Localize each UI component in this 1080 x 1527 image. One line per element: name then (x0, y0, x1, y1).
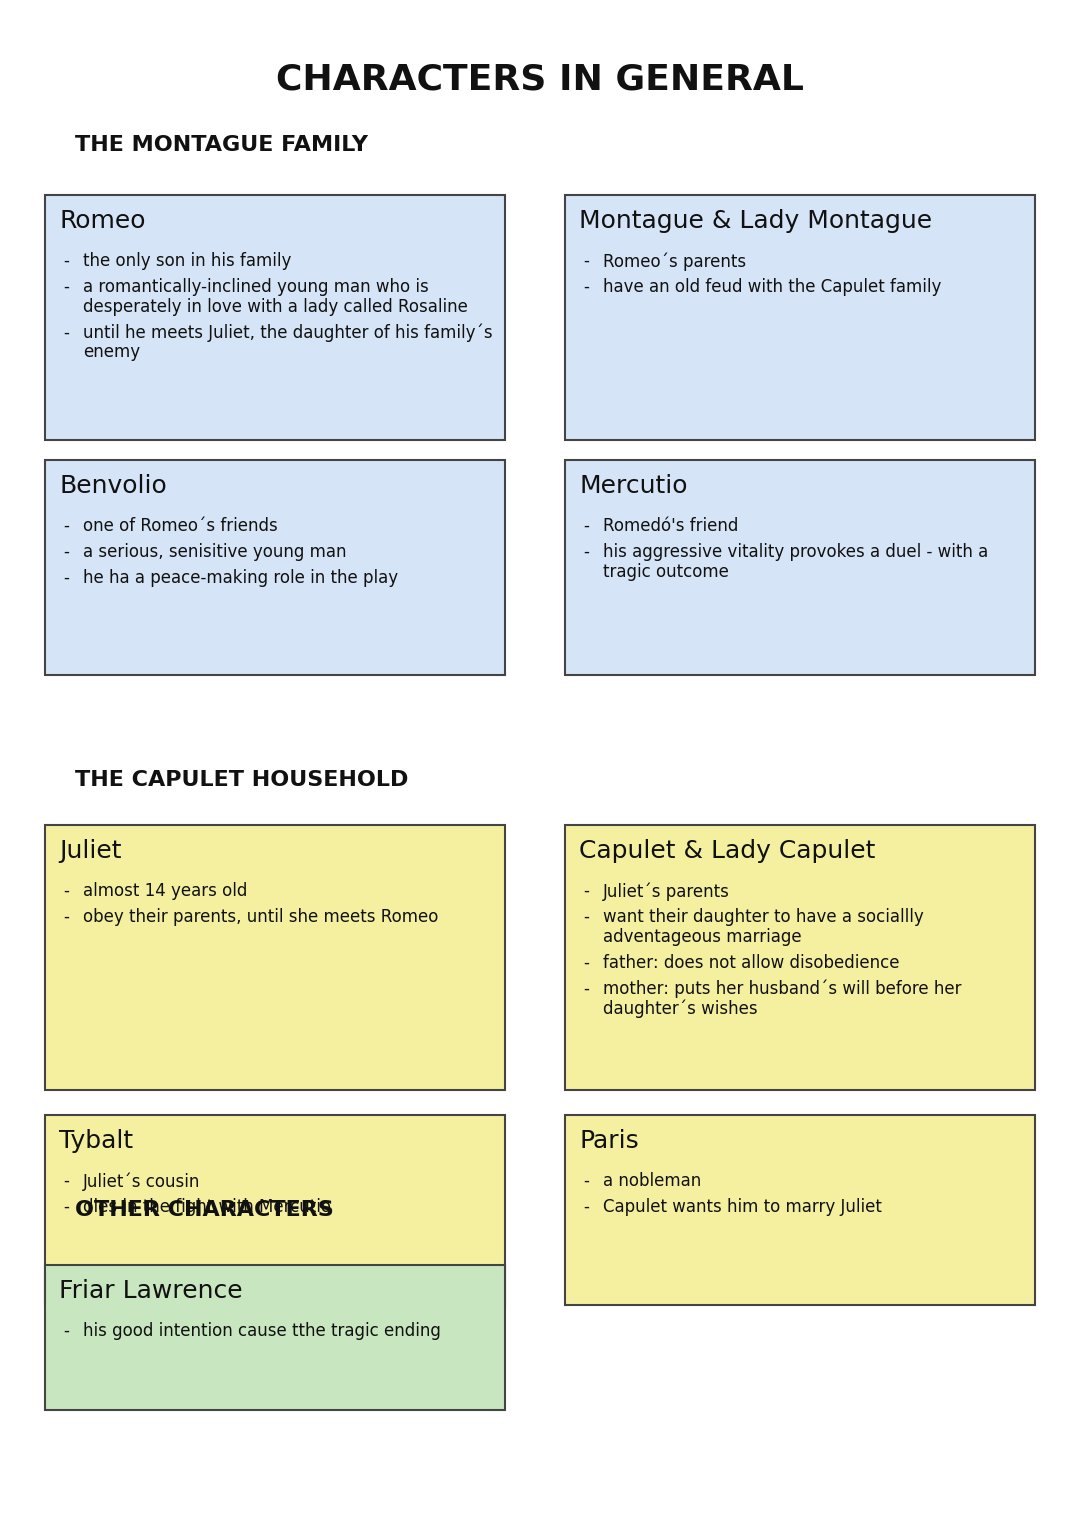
FancyBboxPatch shape (565, 1115, 1035, 1306)
FancyBboxPatch shape (565, 460, 1035, 675)
FancyBboxPatch shape (45, 1264, 505, 1409)
Text: until he meets Juliet, the daughter of his family´s: until he meets Juliet, the daughter of h… (83, 324, 492, 342)
Text: -: - (63, 1199, 69, 1215)
Text: -: - (63, 1173, 69, 1190)
Text: THE CAPULET HOUSEHOLD: THE CAPULET HOUSEHOLD (75, 770, 408, 789)
FancyBboxPatch shape (45, 460, 505, 675)
Text: a nobleman: a nobleman (603, 1173, 701, 1190)
Text: -: - (63, 518, 69, 534)
Text: he ha a peace-making role in the play: he ha a peace-making role in the play (83, 568, 399, 586)
Text: Juliet´s parents: Juliet´s parents (603, 883, 730, 901)
Text: a serious, senisitive young man: a serious, senisitive young man (83, 544, 347, 560)
Text: -: - (63, 252, 69, 270)
Text: -: - (583, 883, 589, 901)
Text: adventageous marriage: adventageous marriage (603, 928, 801, 945)
Text: have an old feud with the Capulet family: have an old feud with the Capulet family (603, 278, 942, 296)
FancyBboxPatch shape (565, 825, 1035, 1090)
Text: his good intention cause tthe tragic ending: his good intention cause tthe tragic end… (83, 1322, 441, 1341)
Text: -: - (63, 544, 69, 560)
Text: -: - (583, 953, 589, 971)
Text: Capulet & Lady Capulet: Capulet & Lady Capulet (579, 838, 876, 863)
Text: -: - (583, 1199, 589, 1215)
Text: Romeo: Romeo (59, 209, 146, 234)
Text: the only son in his family: the only son in his family (83, 252, 292, 270)
FancyBboxPatch shape (45, 825, 505, 1090)
Text: -: - (583, 278, 589, 296)
Text: obey their parents, until she meets Romeo: obey their parents, until she meets Rome… (83, 909, 438, 925)
Text: -: - (583, 518, 589, 534)
Text: Juliet: Juliet (59, 838, 121, 863)
Text: almost 14 years old: almost 14 years old (83, 883, 247, 901)
FancyBboxPatch shape (565, 195, 1035, 440)
Text: -: - (63, 324, 69, 342)
Text: -: - (63, 568, 69, 586)
Text: tragic outcome: tragic outcome (603, 563, 729, 580)
FancyBboxPatch shape (45, 195, 505, 440)
Text: Juliet´s cousin: Juliet´s cousin (83, 1173, 201, 1191)
Text: a romantically-inclined young man who is: a romantically-inclined young man who is (83, 278, 429, 296)
Text: Benvolio: Benvolio (59, 473, 166, 498)
Text: one of Romeo´s friends: one of Romeo´s friends (83, 518, 278, 534)
Text: Romedó's friend: Romedó's friend (603, 518, 739, 534)
Text: -: - (583, 1173, 589, 1190)
Text: father: does not allow disobedience: father: does not allow disobedience (603, 953, 900, 971)
Text: -: - (583, 909, 589, 925)
Text: CHARACTERS IN GENERAL: CHARACTERS IN GENERAL (276, 63, 804, 96)
Text: Capulet wants him to marry Juliet: Capulet wants him to marry Juliet (603, 1199, 882, 1215)
Text: enemy: enemy (83, 344, 140, 362)
Text: OTHER CHARACTERS: OTHER CHARACTERS (75, 1200, 334, 1220)
Text: Friar Lawrence: Friar Lawrence (59, 1280, 243, 1303)
Text: -: - (63, 883, 69, 901)
Text: -: - (63, 909, 69, 925)
Text: Tybalt: Tybalt (59, 1128, 133, 1153)
Text: want their daughter to have a sociallly: want their daughter to have a sociallly (603, 909, 923, 925)
Text: daughter´s wishes: daughter´s wishes (603, 999, 758, 1017)
Text: -: - (63, 1322, 69, 1341)
Text: -: - (63, 278, 69, 296)
Text: Mercutio: Mercutio (579, 473, 688, 498)
FancyBboxPatch shape (45, 1115, 505, 1306)
Text: his aggressive vitality provokes a duel - with a: his aggressive vitality provokes a duel … (603, 544, 988, 560)
Text: Paris: Paris (579, 1128, 638, 1153)
Text: Montague & Lady Montague: Montague & Lady Montague (579, 209, 932, 234)
Text: desperately in love with a lady called Rosaline: desperately in love with a lady called R… (83, 298, 468, 316)
Text: mother: puts her husband´s will before her: mother: puts her husband´s will before h… (603, 979, 961, 999)
Text: THE MONTAGUE FAMILY: THE MONTAGUE FAMILY (75, 134, 368, 156)
Text: -: - (583, 544, 589, 560)
Text: -: - (583, 252, 589, 270)
Text: -: - (583, 979, 589, 997)
Text: dies in the fight with Mercutio: dies in the fight with Mercutio (83, 1199, 330, 1215)
Text: Romeo´s parents: Romeo´s parents (603, 252, 746, 270)
